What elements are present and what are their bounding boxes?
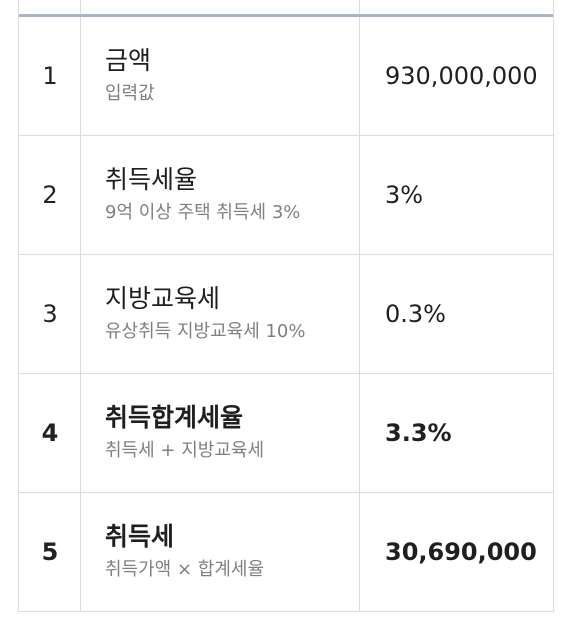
row-number: 1	[42, 62, 58, 90]
column-divider	[80, 493, 81, 611]
row-value: 0.3%	[385, 300, 446, 328]
row-title: 취득합계세율	[105, 403, 244, 432]
tax-calculation-table: 1 금액 입력값 930,000,000 2 취득세율 9억 이상 주택 취득세…	[18, 0, 554, 612]
column-divider	[359, 255, 360, 373]
row-item: 지방교육세 유상취득 지방교육세 10%	[105, 255, 306, 373]
table-row: 5 취득세 취득가액 × 합계세율 30,690,000	[19, 493, 553, 612]
row-value: 930,000,000	[385, 62, 538, 90]
row-subtitle: 취득세 + 지방교육세	[105, 440, 265, 461]
row-value: 30,690,000	[385, 538, 537, 566]
row-subtitle: 9억 이상 주택 취득세 3%	[105, 202, 301, 223]
row-number: 3	[42, 300, 58, 328]
row-subtitle: 취득가액 × 합계세율	[105, 559, 265, 580]
column-divider	[80, 0, 81, 15]
row-number: 2	[42, 181, 58, 209]
row-value: 3%	[385, 181, 424, 209]
row-item: 취득합계세율 취득세 + 지방교육세	[105, 374, 264, 492]
column-divider	[359, 17, 360, 135]
column-divider	[359, 374, 360, 492]
row-item: 취득세율 9억 이상 주택 취득세 3%	[105, 136, 300, 254]
header-underline	[19, 14, 553, 17]
row-value: 3.3%	[385, 419, 452, 447]
column-divider	[80, 17, 81, 135]
row-number: 5	[41, 538, 59, 566]
row-title: 지방교육세	[105, 284, 221, 313]
column-divider	[80, 255, 81, 373]
row-item: 취득세 취득가액 × 합계세율	[105, 493, 264, 611]
table-row: 3 지방교육세 유상취득 지방교육세 10% 0.3%	[19, 255, 553, 374]
table-row: 4 취득합계세율 취득세 + 지방교육세 3.3%	[19, 374, 553, 493]
row-item: 금액 입력값	[105, 17, 155, 135]
row-title: 취득세	[105, 522, 175, 551]
table-row: 1 금액 입력값 930,000,000	[19, 17, 553, 136]
column-divider	[359, 493, 360, 611]
row-subtitle: 유상취득 지방교육세 10%	[105, 321, 306, 342]
column-divider	[80, 136, 81, 254]
column-divider	[359, 0, 360, 15]
column-divider	[359, 136, 360, 254]
row-title: 취득세율	[105, 165, 198, 194]
table-header-strip	[19, 0, 553, 15]
row-number: 4	[41, 419, 59, 447]
row-subtitle: 입력값	[105, 83, 155, 104]
row-title: 금액	[105, 46, 152, 75]
column-divider	[80, 374, 81, 492]
table-row: 2 취득세율 9억 이상 주택 취득세 3% 3%	[19, 136, 553, 255]
